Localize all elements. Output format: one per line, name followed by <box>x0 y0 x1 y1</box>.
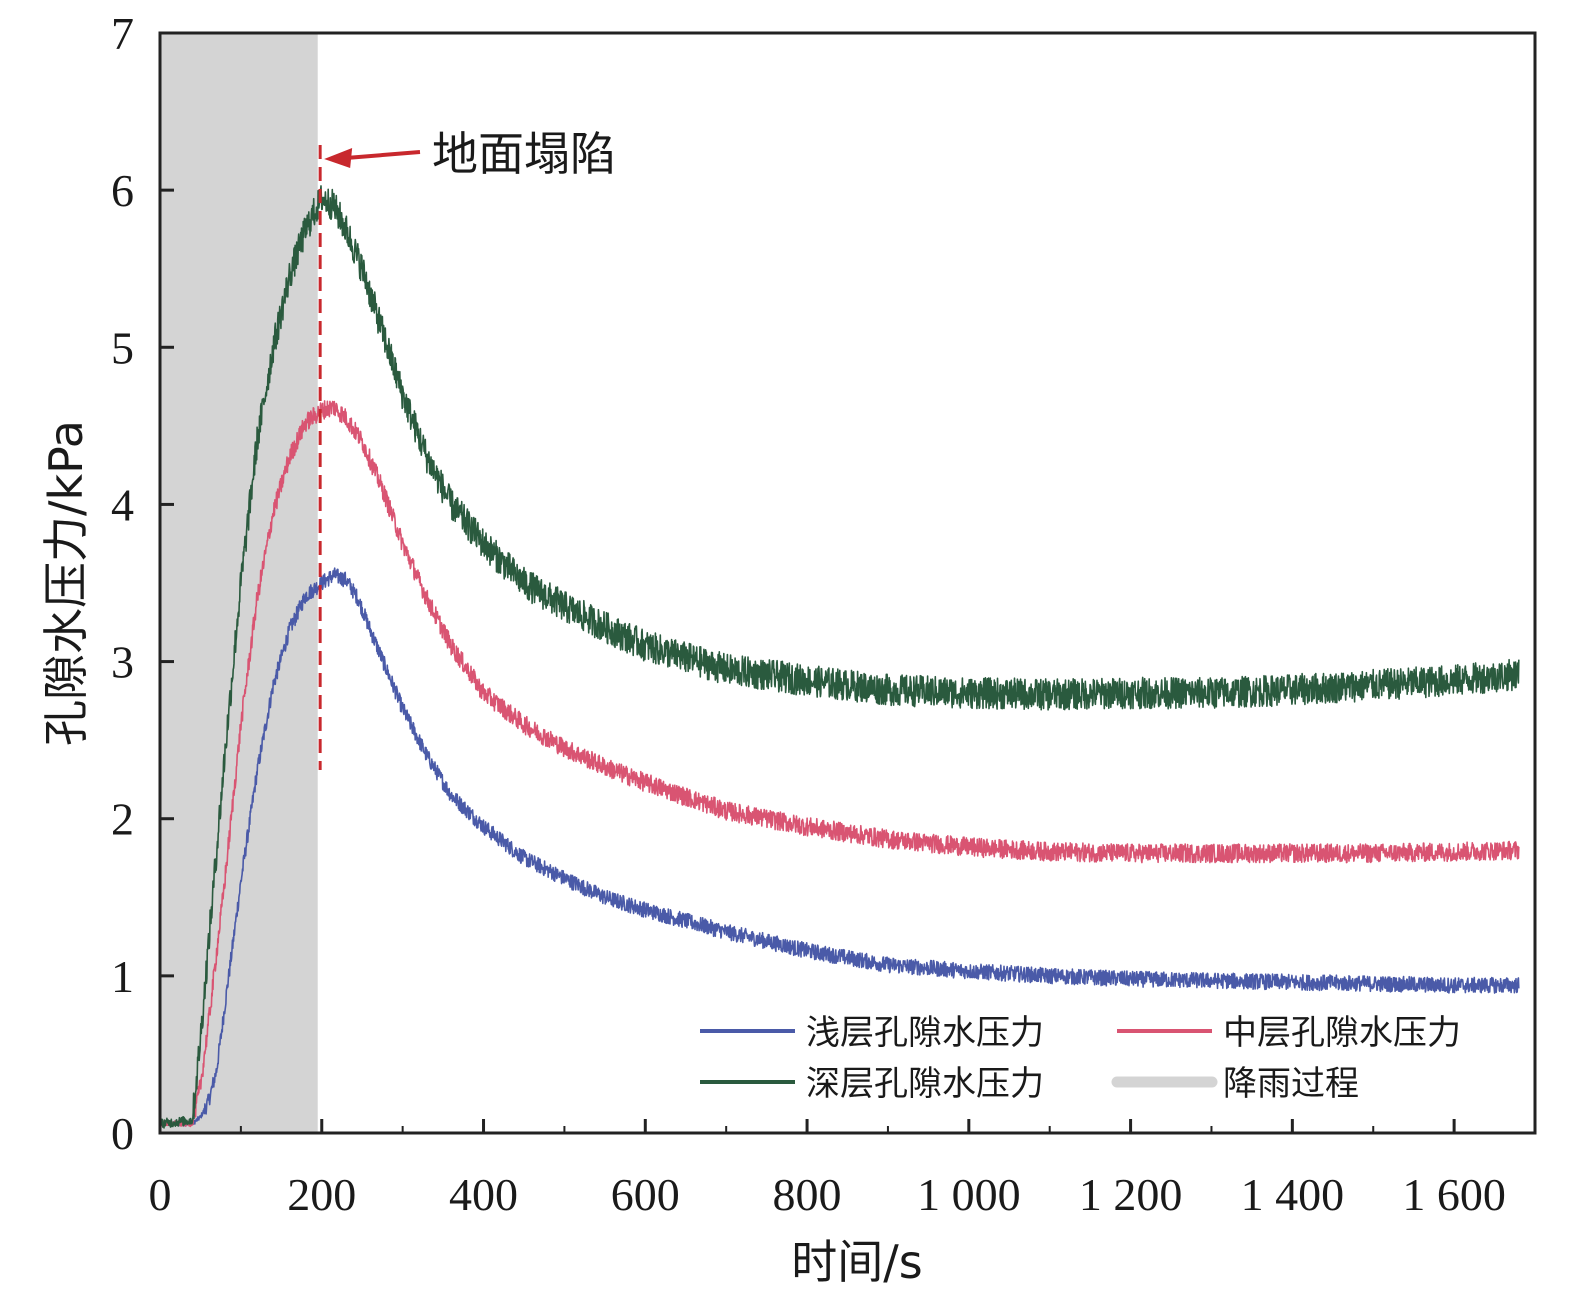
y-tick-label: 3 <box>111 637 134 688</box>
y-tick-label: 0 <box>111 1108 134 1159</box>
collapse-arrow-head <box>324 148 353 168</box>
y-tick-label: 1 <box>111 951 134 1002</box>
x-tick-label: 800 <box>773 1169 842 1220</box>
x-tick-label: 1 400 <box>1241 1169 1345 1220</box>
y-tick-label: 4 <box>111 479 134 530</box>
collapse-arrow-shaft <box>345 150 421 160</box>
y-tick-label: 7 <box>111 8 134 59</box>
x-tick-label: 1 600 <box>1402 1169 1506 1220</box>
x-axis-title: 时间/s <box>791 1235 922 1289</box>
x-tick-label: 200 <box>287 1169 356 1220</box>
series-line-3 <box>159 185 1520 1129</box>
y-tick-label: 6 <box>111 165 134 216</box>
legend-label: 浅层孔隙水压力 <box>806 1013 1044 1053</box>
series-line-1 <box>159 567 1520 1127</box>
legend-label: 深层孔隙水压力 <box>806 1064 1044 1104</box>
x-tick-label: 1 000 <box>917 1169 1021 1220</box>
x-tick-label: 600 <box>611 1169 680 1220</box>
collapse-annotation-label: 地面塌陷 <box>432 127 616 181</box>
x-tick-label: 0 <box>149 1169 172 1220</box>
x-tick-label: 400 <box>449 1169 518 1220</box>
legend-label: 降雨过程 <box>1223 1064 1359 1104</box>
y-axis-title: 孔隙水压力/kPa <box>39 420 93 746</box>
x-tick-label: 1 200 <box>1079 1169 1183 1220</box>
y-tick-label: 2 <box>111 794 134 845</box>
series-line-2 <box>159 400 1520 1128</box>
y-tick-label: 5 <box>111 322 134 373</box>
plot-frame <box>158 31 1537 1135</box>
legend-label: 中层孔隙水压力 <box>1223 1013 1461 1053</box>
